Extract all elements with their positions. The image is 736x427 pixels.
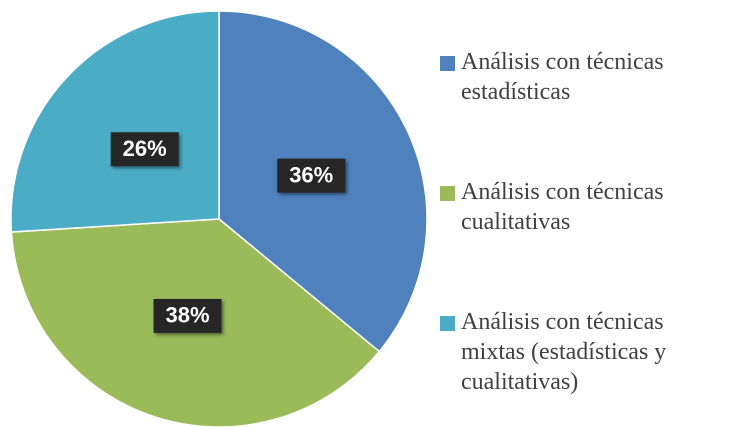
pie-slice	[10, 10, 220, 233]
chart: 36% 38% 26%	[10, 10, 428, 427]
data-label-box	[110, 132, 179, 167]
data-label: 36%	[277, 158, 346, 193]
legend-label: Análisis con técnicas estadísticas	[461, 49, 664, 105]
data-label-box	[277, 158, 346, 193]
legend-swatch	[440, 56, 455, 71]
legend-label: Análisis con técnicas mixtas (estadístic…	[461, 309, 667, 395]
legend: Análisis con técnicas estadísticas Anális…	[440, 0, 736, 427]
data-label-text: 36%	[289, 162, 333, 187]
data-label: 38%	[153, 298, 222, 333]
data-label-box	[153, 298, 222, 333]
legend-swatch	[440, 186, 455, 201]
data-label-text: 38%	[165, 303, 209, 328]
legend-item: Análisis con técnicas cualitativas	[440, 177, 729, 237]
legend-item: Análisis con técnicas estadísticas	[440, 47, 729, 107]
legend-swatch	[440, 316, 455, 331]
data-label-text: 26%	[123, 136, 167, 161]
legend-item: Análisis con técnicas mixtas (estadístic…	[440, 307, 729, 397]
data-label: 26%	[110, 132, 179, 167]
legend-label: Análisis con técnicas cualitativas	[461, 179, 664, 235]
